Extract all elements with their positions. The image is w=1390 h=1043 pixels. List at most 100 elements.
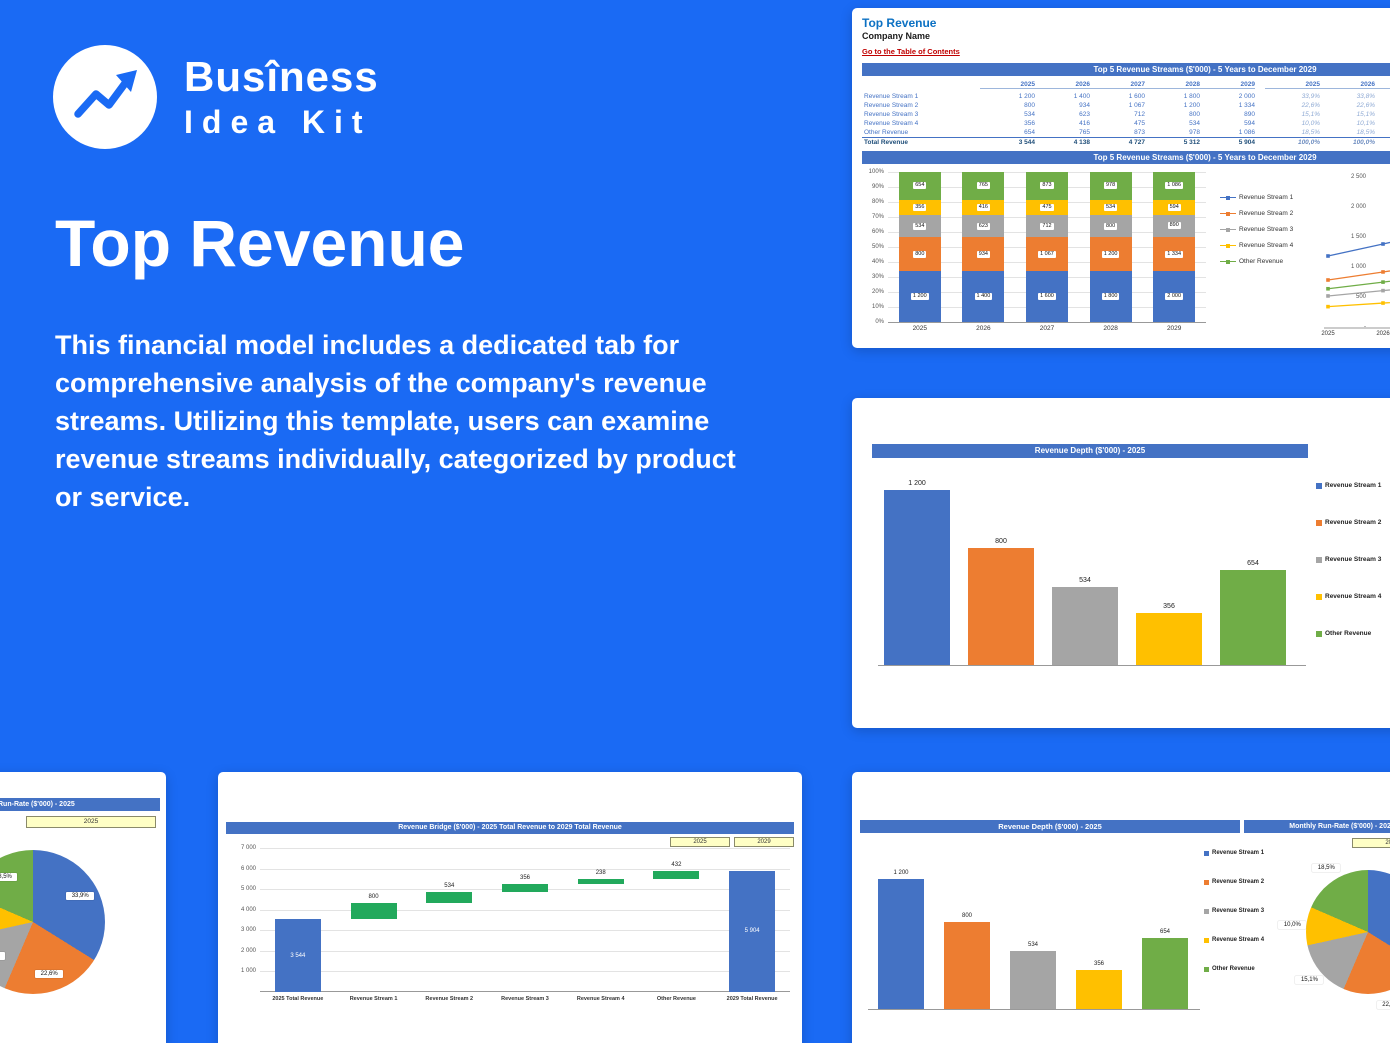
bar-data-label: 1 200 <box>908 480 926 487</box>
segment-data-label: 890 <box>1167 222 1181 230</box>
x-axis-tick: Revenue Stream 2 <box>425 996 474 1002</box>
bar-segment: 934 <box>962 237 1005 272</box>
legend-swatch-icon <box>1316 482 1322 489</box>
row-label: Revenue Stream 3 <box>864 111 919 118</box>
segment-data-label: 623 <box>976 222 990 230</box>
segment-data-label: 1 200 <box>910 293 929 301</box>
legend-item: Revenue Stream 2 <box>1316 519 1381 526</box>
depth-bar <box>968 548 1034 665</box>
legend-swatch-icon <box>1204 850 1209 856</box>
segment-data-label: 1 200 <box>1101 250 1120 258</box>
pie-data-label: 33,9% <box>66 891 95 900</box>
bar-data-label: 1 200 <box>893 870 909 876</box>
x-axis-tick: 2029 Total Revenue <box>726 996 778 1002</box>
stacked-column: 1 800 1 200 800 534 978 <box>1089 172 1132 322</box>
legend-label: Other Revenue <box>1239 258 1284 265</box>
legend-label: Revenue Stream 4 <box>1239 242 1294 249</box>
bar-data-label: 3 544 <box>290 952 306 959</box>
legend-swatch-icon <box>1204 966 1209 972</box>
x-axis-tick: 2027 <box>1039 325 1055 332</box>
legend-label: Revenue Stream 1 <box>1212 850 1265 856</box>
data-point-marker <box>1381 242 1385 246</box>
pie-data-label: 15,1% <box>0 952 6 961</box>
segment-data-label: 873 <box>1040 182 1054 190</box>
value-cell: 1 200 <box>1018 93 1035 100</box>
stacked-column: 1 200 800 534 356 654 <box>898 172 941 322</box>
depth-bar <box>884 490 950 665</box>
segment-data-label: 712 <box>1040 222 1054 230</box>
y-axis-tick: 80% <box>871 199 884 205</box>
legend-item: Revenue Stream 1 <box>1316 482 1381 489</box>
bridge-plot: 3 544 800 534 356 238 432 5 904 <box>260 848 790 992</box>
chart-legend: Revenue Stream 1 Revenue Stream 2 Revenue … <box>1220 194 1310 274</box>
bar-segment: 1 334 <box>1153 237 1196 272</box>
year-selector[interactable]: 2025 <box>1352 838 1390 848</box>
pct-cell: 33,8% <box>1356 93 1375 100</box>
legend-label: Revenue Stream 1 <box>1239 194 1294 201</box>
depth-bar <box>1142 938 1188 1009</box>
waterfall-chart: 3 544 800 534 356 238 432 5 904 7 000 6 000 5 000… <box>218 772 802 1043</box>
table-row: Revenue Stream 1 1 200 1 400 1 600 1 800 2 00… <box>862 92 1390 101</box>
segment-data-label: 1 400 <box>974 293 993 301</box>
bar-segment: 873 <box>1025 172 1068 200</box>
stacked-x-axis: 2025 2026 2027 2028 2029 <box>888 325 1206 332</box>
depth-chart-header: Revenue Depth ($'000) - 2025 <box>860 820 1240 833</box>
data-point-marker <box>1326 294 1330 298</box>
charts-area: 100% 90% 80% 70% 60% 50% 40% 30% 20% 10% 0% 1 200 80… <box>862 168 1390 346</box>
bar-segment: 1 200 <box>898 271 941 322</box>
bar-segment: 1 600 <box>1025 271 1068 322</box>
bar-data-label: 534 <box>1027 942 1038 949</box>
end-year-selector[interactable]: 2029 <box>734 837 794 847</box>
legend-item: Other Revenue <box>1220 258 1310 265</box>
table-row: Revenue Stream 4 356 416 475 534 594 10,0% 10,1… <box>862 119 1390 128</box>
bridge-bar <box>426 891 473 903</box>
depth-chart-legend: Revenue Stream 1 Revenue Stream 2 Revenue … <box>1204 850 1264 995</box>
bridge-bar <box>502 884 548 892</box>
start-year-selector[interactable]: 2025 <box>670 837 730 847</box>
bridge-bar <box>577 879 624 885</box>
value-cell: 765 <box>1079 129 1090 136</box>
bar-data-label: 356 <box>1093 961 1104 968</box>
year-selector[interactable]: 2025 <box>26 816 156 828</box>
pie-data-label: 10,0% <box>1278 920 1307 929</box>
grid-line <box>260 909 790 911</box>
table-header-bar: Top 5 Revenue Streams ($'000) - 5 Years … <box>862 63 1390 76</box>
legend-label: Other Revenue <box>1325 630 1372 637</box>
growth-arrow-icon <box>53 45 157 149</box>
segment-data-label: 534 <box>1103 203 1118 211</box>
segment-data-label: 1 086 <box>1165 182 1184 190</box>
pct-cell: 18,5% <box>1356 129 1375 136</box>
bar-segment: 800 <box>898 237 941 272</box>
revenue-bridge-panel: Revenue Bridge ($'000) - 2025 Total Reve… <box>218 772 802 1043</box>
trend-line <box>1327 241 1390 257</box>
legend-label: Revenue Stream 4 <box>1325 593 1382 600</box>
toc-link[interactable]: Go to the Table of Contents <box>862 47 960 56</box>
legend-line-marker-icon <box>1220 243 1236 249</box>
value-cell: 1 086 <box>1238 129 1255 136</box>
total-value-cell: 5 904 <box>1238 139 1255 146</box>
x-axis-tick: Other Revenue <box>656 996 696 1002</box>
pie-data-label: 15,1% <box>1295 976 1324 985</box>
y-axis-tick: 1 000 <box>1350 264 1366 270</box>
total-pct-cell: 100,0% <box>1375 139 1390 146</box>
pct-cell: 22,6% <box>1356 102 1375 109</box>
x-axis-tick: 2025 <box>912 325 928 332</box>
bar-segment: 594 <box>1153 199 1196 215</box>
bar-data-label: 800 <box>961 913 972 920</box>
legend-swatch-icon <box>1316 593 1322 600</box>
legend-label: Revenue Stream 3 <box>1239 226 1294 233</box>
legend-swatch-icon <box>1204 937 1209 943</box>
segment-data-label: 1 067 <box>1038 250 1056 258</box>
total-value-cell: 3 544 <box>1018 139 1035 146</box>
row-label: Revenue Stream 1 <box>864 93 919 100</box>
depth-bar <box>1052 587 1118 665</box>
legend-marker <box>1226 195 1230 200</box>
value-cell: 1 400 <box>1073 93 1090 100</box>
bar-data-label: 534 <box>444 882 455 889</box>
legend-swatch-icon <box>1316 630 1322 637</box>
value-cell: 475 <box>1134 120 1145 127</box>
total-row-label: Total Revenue <box>864 139 908 146</box>
legend-label: Revenue Stream 2 <box>1212 879 1265 885</box>
value-cell: 534 <box>1189 120 1200 127</box>
data-point-marker <box>1326 304 1330 309</box>
